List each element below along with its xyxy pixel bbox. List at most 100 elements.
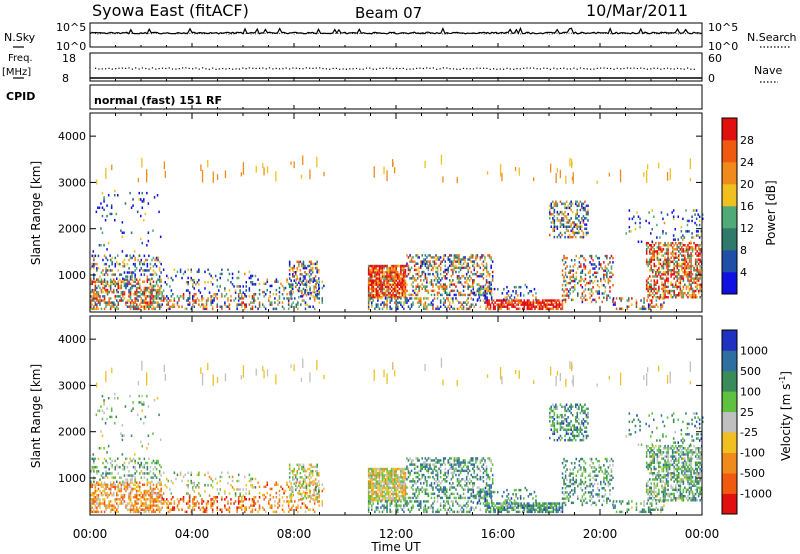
velocity-cell: [97, 502, 100, 505]
velocity-cell: [192, 498, 194, 501]
power-cell: [484, 283, 487, 287]
power-cell: [567, 206, 569, 210]
power-cell: [201, 299, 203, 302]
power-cell: [100, 288, 103, 292]
power-cell: [225, 305, 228, 308]
power-cell: [151, 288, 153, 292]
power-cell: [696, 266, 698, 270]
power-cell: [214, 295, 217, 298]
power-cell: [404, 299, 407, 302]
power-cell: [676, 287, 679, 291]
power-cell: [458, 258, 460, 261]
velocity-cell: [94, 487, 97, 491]
power-cell: [635, 299, 638, 302]
power-cell: [482, 277, 485, 280]
power-cell: [562, 219, 565, 222]
power-cell: [389, 271, 391, 274]
power-cell: [381, 275, 384, 278]
power-cell: [389, 277, 391, 280]
power-cell: [371, 289, 373, 293]
power-cell: [484, 290, 487, 293]
power-cell: [401, 275, 404, 278]
power-cell: [484, 287, 486, 290]
power-cell: [672, 234, 675, 237]
power-cell: [100, 280, 103, 283]
nave-dot: [315, 67, 317, 69]
velocity-cell: [98, 409, 101, 412]
nave-dot: [101, 68, 103, 70]
nave-dot: [255, 67, 257, 70]
power-cell: [199, 305, 202, 308]
power-cell: [598, 292, 601, 295]
power-cell: [170, 295, 173, 298]
velocity-cell: [241, 508, 243, 511]
velocity-cell: [149, 483, 152, 486]
power-cell: [679, 264, 682, 268]
power-cell: [473, 279, 476, 282]
velocity-cell: [155, 496, 158, 499]
power-cell: [269, 303, 272, 306]
power-cell: [367, 264, 370, 268]
power-cell: [239, 297, 241, 300]
power-cell: [664, 258, 666, 261]
power-cell: [453, 283, 456, 286]
power-cell: [99, 286, 101, 290]
power-cell: [277, 299, 279, 302]
power-cell: [386, 273, 388, 276]
power-cell: [615, 307, 618, 311]
power-cell: [659, 262, 662, 266]
power-cell: [459, 268, 462, 272]
velocity-cell: [290, 497, 292, 500]
power-cell: [187, 289, 189, 292]
power-cell: [131, 299, 133, 302]
nave-dot: [643, 67, 645, 70]
power-cell: [161, 293, 163, 296]
power-cell: [143, 273, 146, 276]
power-cell: [210, 299, 212, 302]
power-cell: [413, 264, 416, 268]
velocity-cell: [129, 500, 132, 503]
power-streak: [514, 167, 517, 172]
velocity-cell: [137, 502, 139, 505]
power-cell: [154, 258, 156, 262]
power-cell: [477, 287, 479, 291]
velocity-cell: [94, 500, 97, 503]
power-cell: [462, 266, 465, 270]
velocity-cell: [123, 485, 126, 489]
power-cell: [481, 287, 483, 290]
velocity-cell: [143, 463, 146, 467]
power-cell: [659, 246, 662, 249]
power-cell: [491, 275, 494, 278]
power-cell: [688, 219, 690, 223]
power-cell: [577, 294, 579, 297]
power-cell: [142, 280, 144, 283]
power-cell: [659, 271, 662, 274]
power-cell: [199, 291, 202, 294]
power-cell: [664, 252, 666, 255]
power-cell: [465, 272, 468, 276]
velocity-cell: [105, 493, 107, 497]
velocity-cell: [132, 504, 135, 507]
power-cell: [296, 275, 299, 278]
velocity-cell: [157, 493, 159, 497]
power-cell: [109, 284, 112, 288]
power-cell: [487, 285, 489, 288]
power-cell: [230, 299, 232, 302]
power-cell: [699, 244, 701, 247]
power-cell: [288, 283, 291, 286]
power-cell: [661, 283, 663, 286]
power-cell: [470, 289, 473, 293]
power-cell: [472, 256, 474, 259]
velocity-cell: [94, 504, 97, 507]
power-cell: [488, 256, 491, 259]
velocity-cell: [155, 500, 158, 503]
power-cell: [117, 194, 119, 197]
power-cell: [694, 213, 696, 216]
power-cell: [381, 289, 384, 293]
power-cell: [424, 301, 427, 304]
power-cell: [113, 288, 115, 292]
power-cell: [500, 301, 503, 304]
power-cell: [398, 264, 401, 268]
power-cell: [481, 285, 483, 288]
